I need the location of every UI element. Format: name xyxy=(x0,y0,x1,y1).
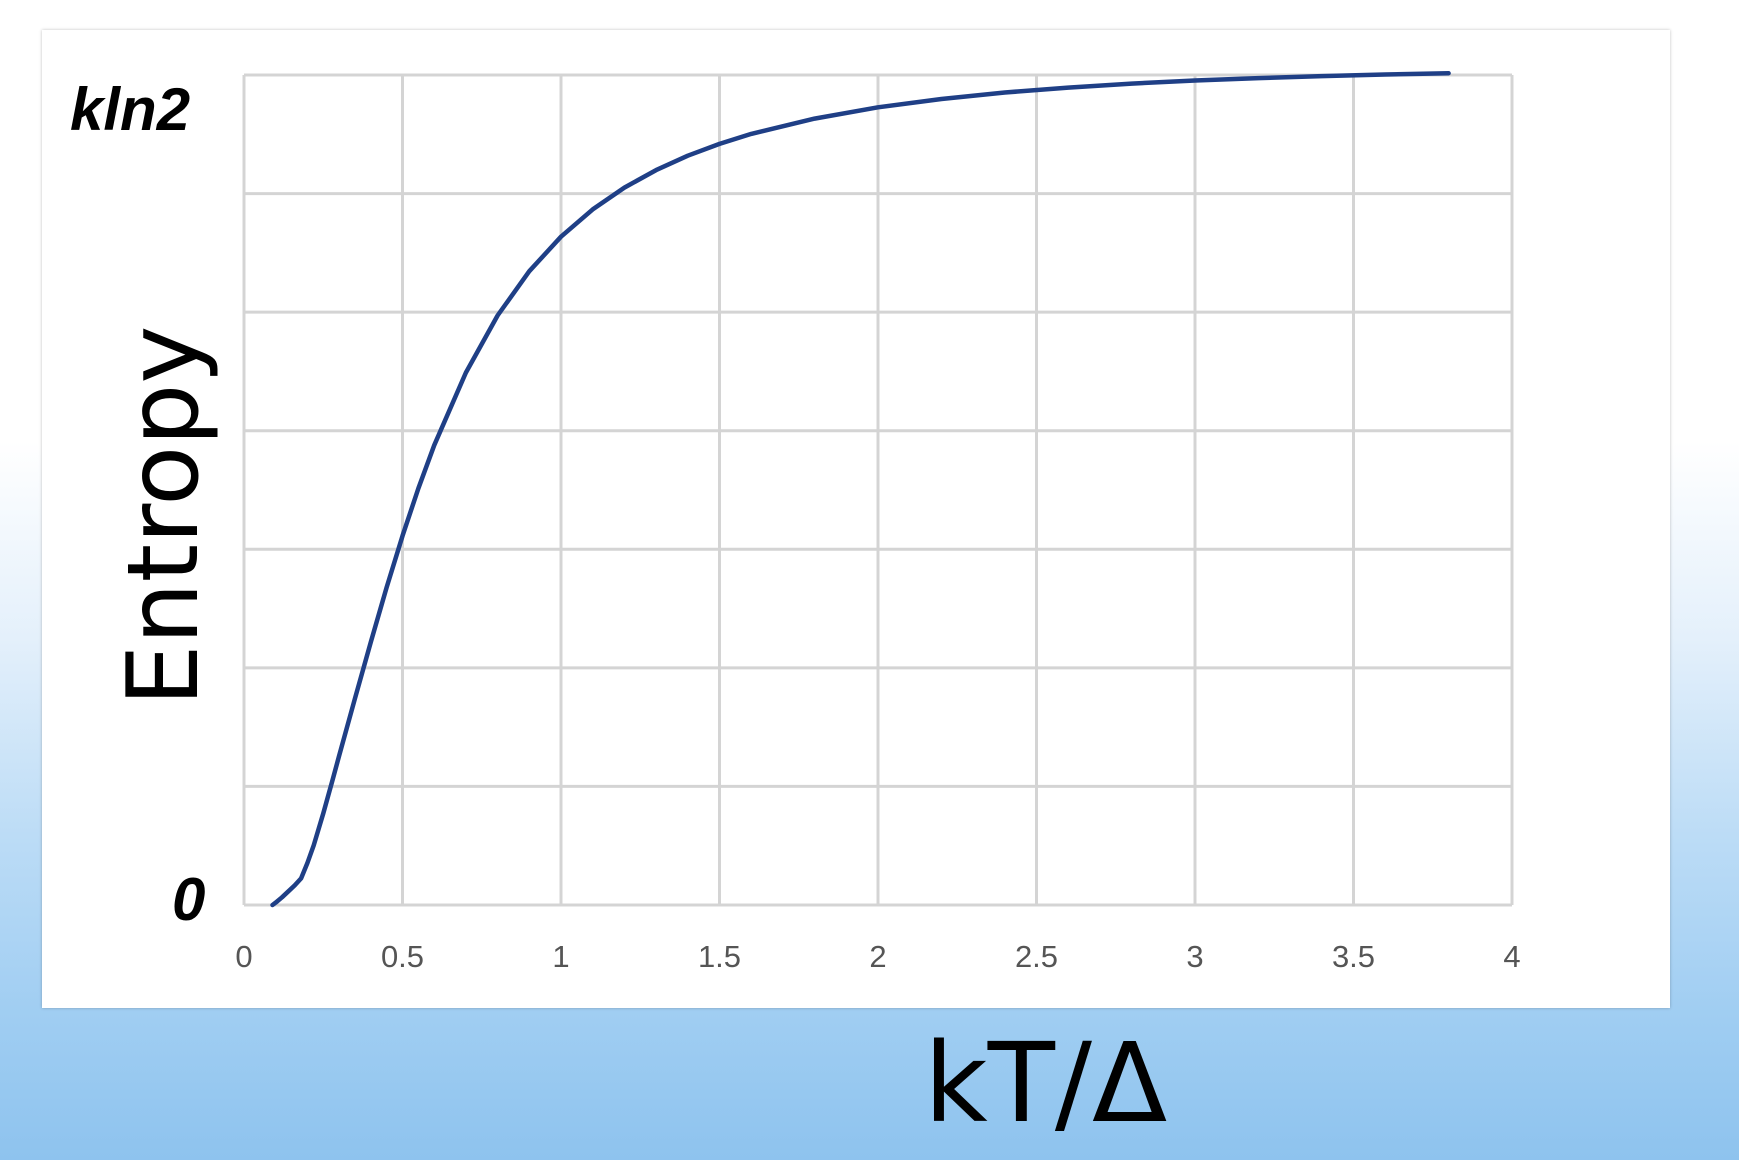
grid xyxy=(242,73,1514,907)
entropy-curve xyxy=(270,70,1451,908)
x-tick-label: 2.5 xyxy=(1015,939,1058,974)
x-tick-label: 0.5 xyxy=(381,939,424,974)
x-tick-label: 2 xyxy=(869,939,886,974)
chart-panel: 0 0.5 1 1.5 2 2.5 3 3.5 4 kln2 0 Entropy xyxy=(42,30,1670,1008)
x-tick-labels: 0 0.5 1 1.5 2 2.5 3 3.5 4 xyxy=(235,939,1520,974)
x-tick-label: 1.5 xyxy=(698,939,741,974)
x-tick-label: 3 xyxy=(1186,939,1203,974)
y-axis-title: Entropy xyxy=(107,326,221,707)
x-tick-label: 1 xyxy=(552,939,569,974)
x-tick-label: 3.5 xyxy=(1332,939,1375,974)
entropy-chart: 0 0.5 1 1.5 2 2.5 3 3.5 4 kln2 0 Entropy xyxy=(70,70,1521,974)
x-axis-title: kT/Δ xyxy=(924,1019,1168,1147)
y-top-label: kln2 xyxy=(70,76,190,143)
y-bottom-label: 0 xyxy=(172,866,205,933)
x-tick-label: 4 xyxy=(1503,939,1520,974)
x-tick-label: 0 xyxy=(235,939,252,974)
